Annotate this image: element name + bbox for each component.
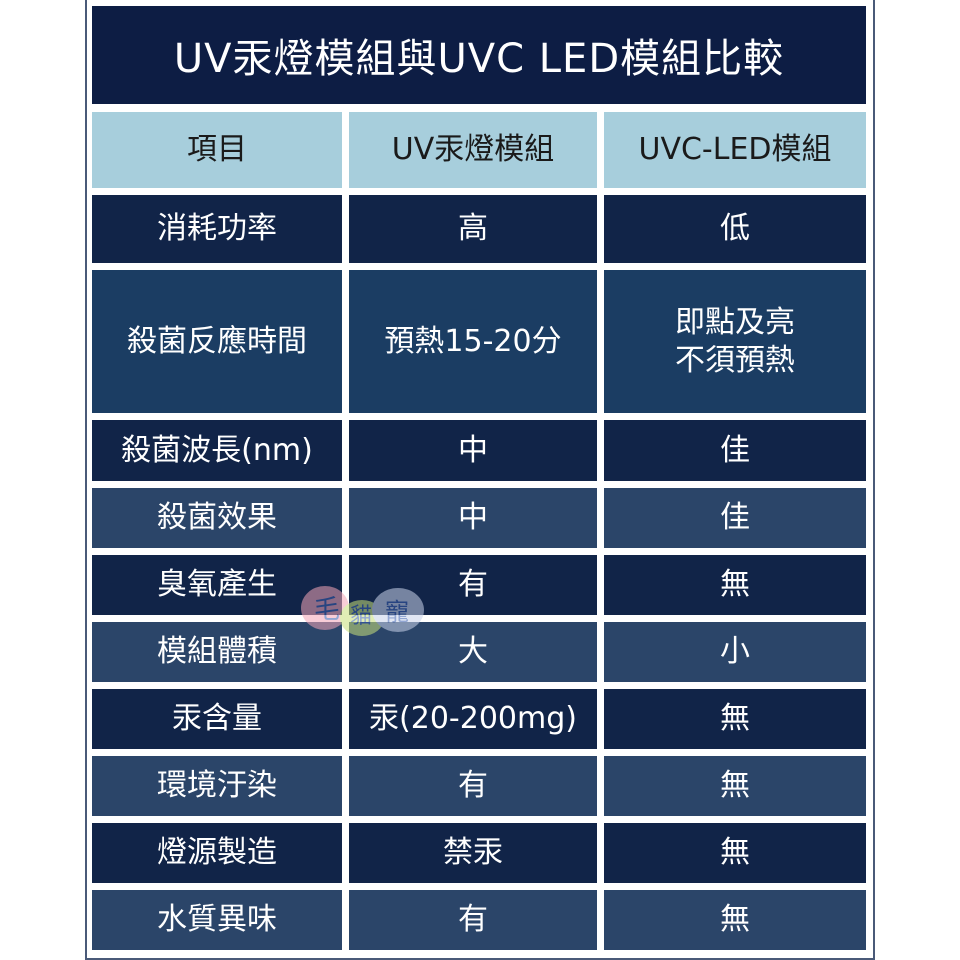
table-cell-item: 汞含量 bbox=[92, 689, 342, 749]
table-cell-led: 無 bbox=[604, 823, 866, 883]
table-cell-uv: 禁汞 bbox=[349, 823, 597, 883]
header-uvc-led: UVC-LED模組 bbox=[604, 112, 866, 188]
table-cell-led: 低 bbox=[604, 195, 866, 263]
table-cell-led: 佳 bbox=[604, 420, 866, 481]
table-cell-uv: 有 bbox=[349, 756, 597, 816]
table-cell-led: 無 bbox=[604, 555, 866, 615]
table-cell-uv: 預熱15-20分 bbox=[349, 270, 597, 413]
table-cell-uv: 中 bbox=[349, 420, 597, 481]
table-cell-uv: 大 bbox=[349, 622, 597, 682]
table-cell-uv: 汞(20-200mg) bbox=[349, 689, 597, 749]
table-cell-uv: 有 bbox=[349, 555, 597, 615]
table-cell-led: 無 bbox=[604, 756, 866, 816]
table-cell-item: 臭氧產生 bbox=[92, 555, 342, 615]
table-title: UV汞燈模組與UVC LED模組比較 bbox=[92, 6, 866, 104]
header-uv-lamp: UV汞燈模組 bbox=[349, 112, 597, 188]
table-cell-led: 無 bbox=[604, 890, 866, 950]
table-cell-led: 即點及亮 不須預熱 bbox=[604, 270, 866, 413]
header-item: 項目 bbox=[92, 112, 342, 188]
table-cell-item: 殺菌效果 bbox=[92, 488, 342, 548]
table-cell-item: 殺菌波長(nm) bbox=[92, 420, 342, 481]
table-cell-item: 水質異味 bbox=[92, 890, 342, 950]
table-cell-item: 燈源製造 bbox=[92, 823, 342, 883]
table-cell-led: 小 bbox=[604, 622, 866, 682]
table-cell-item: 消耗功率 bbox=[92, 195, 342, 263]
table-cell-uv: 有 bbox=[349, 890, 597, 950]
table-cell-led: 佳 bbox=[604, 488, 866, 548]
table-cell-item: 殺菌反應時間 bbox=[92, 270, 342, 413]
table-cell-led: 無 bbox=[604, 689, 866, 749]
table-cell-item: 模組體積 bbox=[92, 622, 342, 682]
table-cell-item: 環境汙染 bbox=[92, 756, 342, 816]
table-cell-uv: 高 bbox=[349, 195, 597, 263]
table-cell-uv: 中 bbox=[349, 488, 597, 548]
